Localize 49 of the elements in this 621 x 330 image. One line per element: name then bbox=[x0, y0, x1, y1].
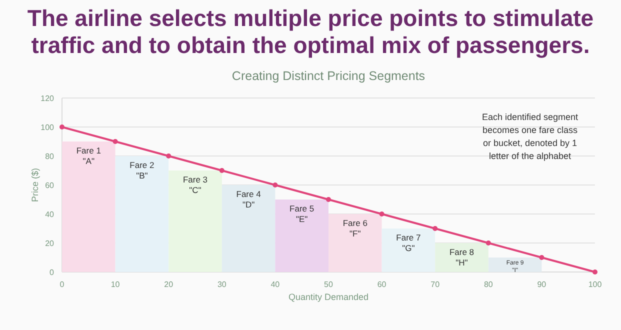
point bbox=[379, 212, 384, 216]
annotation: Fare 7 "G" bbox=[396, 232, 421, 254]
y-tick-label: 0 bbox=[50, 268, 55, 277]
bar bbox=[488, 258, 542, 272]
point bbox=[166, 154, 172, 158]
annotation: Fare 8 "H" bbox=[449, 247, 474, 268]
chart-title: The airline selects multiple price points to stimulate traffic and to obtain the optimal mix of passengers. bbox=[27, 5, 594, 58]
bar bbox=[62, 142, 116, 272]
x-tick-label: 0 bbox=[60, 280, 65, 289]
point bbox=[432, 226, 438, 231]
x-tick-label: 20 bbox=[164, 280, 174, 289]
bar bbox=[382, 228, 436, 272]
x-tick-label: 80 bbox=[484, 280, 494, 289]
y-axis-title: Price ($) bbox=[30, 168, 40, 202]
point bbox=[539, 255, 544, 260]
annotation: Fare 4 "D" bbox=[236, 189, 262, 210]
x-tick-label: 10 bbox=[110, 280, 120, 289]
x-tick-label: 70 bbox=[430, 280, 440, 289]
annotation: Fare 3 "C" bbox=[182, 174, 208, 196]
bar bbox=[435, 243, 488, 272]
y-tick-label: 120 bbox=[40, 94, 55, 103]
point bbox=[272, 182, 278, 188]
x-tick-label: 60 bbox=[377, 280, 387, 289]
point bbox=[486, 240, 491, 246]
chart-subtitle: Creating Distinct Pricing Segments bbox=[232, 69, 426, 83]
x-tick-label: 100 bbox=[588, 280, 602, 289]
annotation: Fare 2 "B" bbox=[130, 160, 154, 181]
y-tick-label: 40 bbox=[45, 210, 55, 219]
bar bbox=[222, 185, 276, 272]
x-tick-label: 50 bbox=[324, 280, 334, 289]
annotation: Fare 5 "E" bbox=[290, 204, 314, 224]
point bbox=[60, 124, 64, 130]
x-axis-title: Quantity Demanded bbox=[288, 292, 369, 302]
x-tick-label: 40 bbox=[270, 280, 280, 289]
annotation: Fare 6 "F" bbox=[342, 218, 368, 239]
point bbox=[112, 139, 118, 144]
point bbox=[219, 168, 224, 173]
y-tick-label: 80 bbox=[45, 152, 55, 161]
x-tick-label: 90 bbox=[537, 280, 547, 289]
point bbox=[326, 197, 331, 202]
y-tick-label: 20 bbox=[45, 239, 55, 248]
bar bbox=[168, 170, 222, 272]
x-tick-label: 30 bbox=[217, 280, 227, 289]
annotation: Each identified segment becomes one fare class or bucket, denoted by 1 letter of the alphabet bbox=[482, 112, 579, 161]
y-tick-label: 60 bbox=[45, 181, 55, 190]
annotation: Fare 1 "A" bbox=[76, 146, 102, 166]
bar bbox=[115, 156, 169, 272]
y-tick-label: 100 bbox=[40, 123, 55, 132]
point bbox=[592, 270, 598, 274]
